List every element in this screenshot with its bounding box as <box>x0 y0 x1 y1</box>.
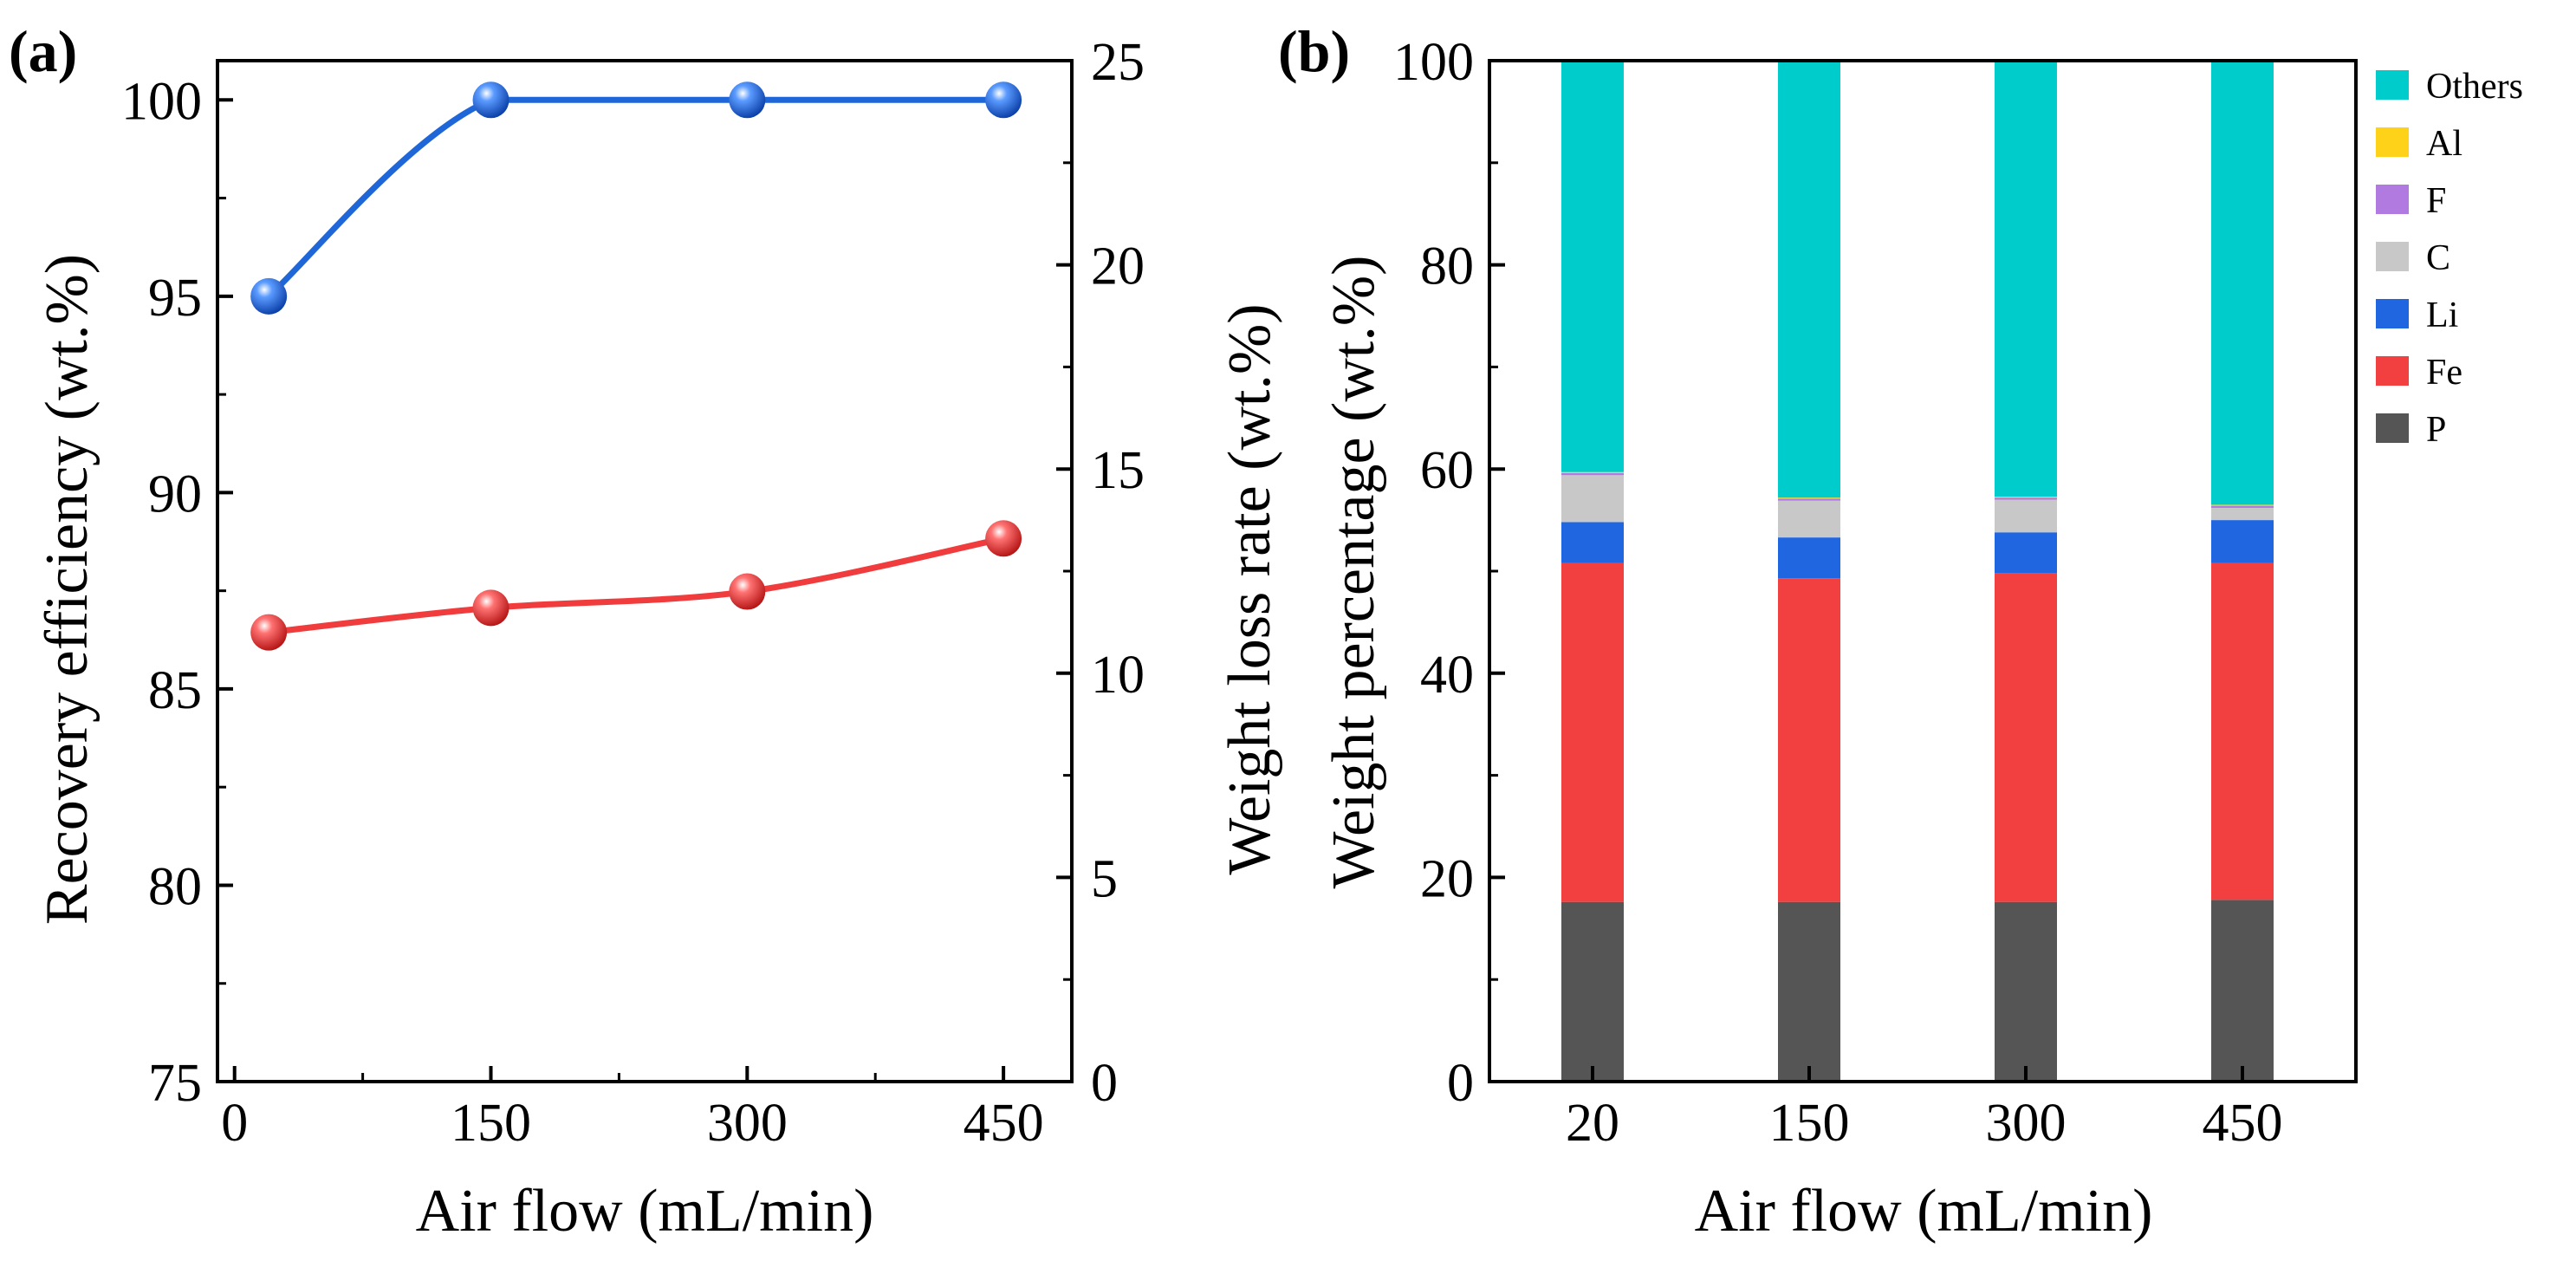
panel-b-y-tick-label: 20 <box>1420 849 1474 908</box>
legend-swatch-p <box>2376 413 2409 443</box>
panel-a-x-tick-label: 300 <box>707 1094 788 1153</box>
panel-b-bar-al-450 <box>2211 504 2274 506</box>
panel-b-bar-li-150 <box>1778 537 1840 579</box>
panel-a: (a) Air flow (mL/min) Recovery efficienc… <box>9 18 1283 1245</box>
panel-b-y-tick-label: 40 <box>1420 646 1474 705</box>
legend-label-p: P <box>2426 410 2446 450</box>
panel-b-bar-c-450 <box>2211 507 2274 521</box>
panel-a-x-tick-label: 0 <box>221 1094 248 1153</box>
legend-swatch-al <box>2376 127 2409 157</box>
panel-b-y-axis-label: Weight percentage (wt.%) <box>1320 256 1387 889</box>
legend-swatch-f <box>2376 185 2409 214</box>
panel-b-plot-frame <box>1488 59 2358 1083</box>
panel-a-left-tick-label: 80 <box>148 857 202 916</box>
panel-a-left-axis-label: Recovery efficiency (wt.%) <box>34 254 101 925</box>
panel-a-right-axis-label: Weight loss rate (wt.%) <box>1217 303 1283 874</box>
panel-b-bar-p-150 <box>1778 901 1840 1082</box>
panel-b-y-tick-label: 80 <box>1420 237 1474 296</box>
panel-b: (b) Air flow (mL/min) Weight percentage … <box>1278 18 2523 1245</box>
panel-a-x-axis-label: Air flow (mL/min) <box>416 1178 874 1245</box>
legend-swatch-c <box>2376 242 2409 271</box>
panel-b-bar-others-300 <box>1995 61 2057 497</box>
panel-a-left-tick-label: 85 <box>148 661 202 720</box>
panel-a-right-tick-label: 0 <box>1091 1054 1118 1113</box>
panel-a-right-tick-label: 20 <box>1091 237 1145 296</box>
panel-a-recovery-line <box>266 96 1004 299</box>
legend-label-li: Li <box>2426 296 2458 335</box>
panel-a-recovery-point <box>250 277 288 315</box>
panel-a-plot-frame <box>216 59 1074 1083</box>
panel-b-bar-fe-150 <box>1778 578 1840 902</box>
panel-a-left-tick-label: 75 <box>148 1054 202 1113</box>
panel-b-bar-p-450 <box>2211 900 2274 1082</box>
panel-b-bar-others-150 <box>1778 61 1840 498</box>
panel-b-bar-f-150 <box>1778 498 1840 501</box>
panel-b-bar-fe-450 <box>2211 562 2274 900</box>
panel-a-right-tick-label: 25 <box>1091 33 1145 92</box>
panel-b-x-tick-label: 300 <box>1986 1094 2067 1153</box>
panel-a-x-tick-label: 150 <box>451 1094 531 1153</box>
panel-a-recovery-point <box>729 81 766 119</box>
panel-a-weight-loss-point <box>729 573 766 610</box>
panel-a-right-tick-label: 5 <box>1091 849 1118 908</box>
legend-label-c: C <box>2426 238 2450 278</box>
panel-b-x-axis-label: Air flow (mL/min) <box>1695 1178 2153 1245</box>
panel-b-bar-p-300 <box>1995 901 2057 1082</box>
panel-a-recovery-point <box>472 81 509 119</box>
panel-b-bar-f-20 <box>1561 472 1624 476</box>
panel-b-bar-f-300 <box>1995 497 2057 500</box>
panel-b-bar-li-20 <box>1561 522 1624 563</box>
panel-a-label: (a) <box>9 18 77 84</box>
panel-b-bar-c-300 <box>1995 499 2057 533</box>
panel-a-weight-loss-point <box>985 520 1022 557</box>
panel-b-bar-al-150 <box>1778 497 1840 499</box>
panel-b-bar-p-20 <box>1561 901 1624 1082</box>
legend-swatch-others <box>2376 70 2409 100</box>
panel-a-weight-loss-line <box>268 535 1004 636</box>
legend-swatch-li <box>2376 299 2409 328</box>
panel-a-left-tick-label: 90 <box>148 465 202 523</box>
panel-a-left-tick-label: 95 <box>148 269 202 328</box>
panel-b-bar-al-20 <box>1561 471 1624 473</box>
legend-label-fe: Fe <box>2426 353 2462 393</box>
legend-label-others: Others <box>2426 67 2523 107</box>
panel-b-x-tick-label: 20 <box>1566 1094 1619 1153</box>
panel-b-bar-c-20 <box>1561 475 1624 523</box>
panel-a-left-tick-label: 100 <box>121 72 202 131</box>
panel-a-right-tick-label: 15 <box>1091 441 1145 500</box>
panel-b-bar-others-20 <box>1561 61 1624 472</box>
panel-a-recovery-point <box>985 81 1022 119</box>
panel-a-weight-loss-point <box>250 614 288 651</box>
panel-b-bar-li-300 <box>1995 532 2057 574</box>
legend-swatch-fe <box>2376 356 2409 386</box>
panel-b-bar-c-150 <box>1778 500 1840 538</box>
panel-b-bar-f-450 <box>2211 505 2274 508</box>
panel-a-right-tick-label: 10 <box>1091 646 1145 705</box>
legend-label-al: Al <box>2426 124 2462 164</box>
panel-b-bar-fe-20 <box>1561 562 1624 902</box>
panel-b-bar-li-450 <box>2211 520 2274 563</box>
panel-b-label: (b) <box>1278 18 1350 84</box>
legend-label-f: F <box>2426 181 2446 221</box>
panel-b-bar-others-450 <box>2211 61 2274 505</box>
panel-b-bar-fe-300 <box>1995 573 2057 902</box>
panel-b-x-tick-label: 150 <box>1769 1094 1850 1153</box>
panel-b-y-tick-label: 60 <box>1420 441 1474 500</box>
panel-b-y-tick-label: 0 <box>1447 1054 1474 1113</box>
panel-a-x-tick-label: 450 <box>964 1094 1044 1153</box>
panel-b-x-tick-label: 450 <box>2203 1094 2283 1153</box>
panel-a-weight-loss-point <box>472 589 509 627</box>
panel-b-y-tick-label: 100 <box>1393 33 1474 92</box>
